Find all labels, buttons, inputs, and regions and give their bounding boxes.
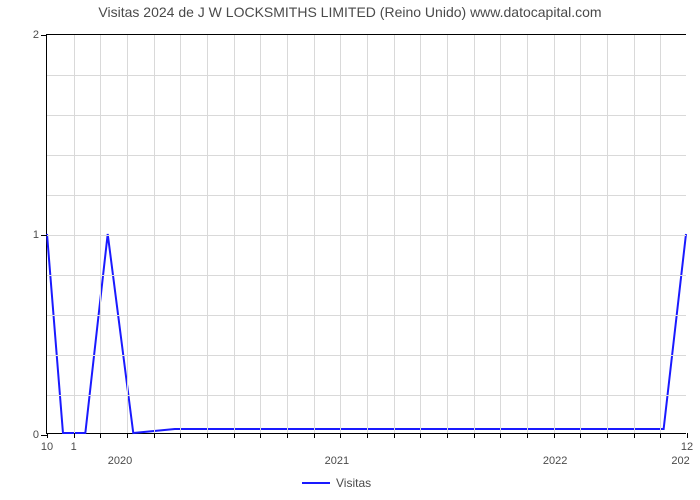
grid-v (634, 35, 635, 433)
grid-v (527, 35, 528, 433)
xtick-mark (447, 433, 448, 438)
xtick-label: 10 (41, 433, 53, 453)
grid-v (394, 35, 395, 433)
xtick-mark (234, 433, 235, 438)
xtick-mark (580, 433, 581, 438)
xtick-mark (100, 433, 101, 438)
xtick-mark (420, 433, 421, 438)
grid-v (474, 35, 475, 433)
grid-v (207, 35, 208, 433)
grid-v (660, 35, 661, 433)
xtick-mark (500, 433, 501, 438)
xtick-mark (634, 433, 635, 438)
grid-v (234, 35, 235, 433)
grid-v (127, 35, 128, 433)
grid-v (580, 35, 581, 433)
chart-title: Visitas 2024 de J W LOCKSMITHS LIMITED (… (0, 4, 700, 20)
xtick-mark (314, 433, 315, 438)
x-year-label: 2020 (108, 433, 132, 467)
ytick-label: 2 (33, 29, 47, 41)
legend-label: Visitas (336, 476, 371, 490)
ytick-label: 1 (33, 229, 47, 241)
grid-v (420, 35, 421, 433)
legend-swatch (302, 482, 330, 484)
grid-v (180, 35, 181, 433)
grid-v (447, 35, 448, 433)
xtick-mark (207, 433, 208, 438)
grid-v (607, 35, 608, 433)
xtick-mark (660, 433, 661, 438)
x-year-label: 2021 (325, 433, 349, 467)
grid-v (314, 35, 315, 433)
grid-v (500, 35, 501, 433)
xtick-mark (474, 433, 475, 438)
grid-v (100, 35, 101, 433)
xtick-label: 1 (71, 433, 77, 453)
xtick-mark (527, 433, 528, 438)
xtick-mark (394, 433, 395, 438)
xtick-mark (607, 433, 608, 438)
grid-v (367, 35, 368, 433)
grid-v (154, 35, 155, 433)
grid-v (287, 35, 288, 433)
xtick-mark (154, 433, 155, 438)
x-year-label: 2022 (543, 433, 567, 467)
grid-v (74, 35, 75, 433)
plot-area: 01210112202020212022202 (46, 34, 686, 434)
xtick-mark (180, 433, 181, 438)
legend: Visitas (302, 476, 371, 490)
x-year-label: 202 (671, 433, 689, 467)
grid-v (260, 35, 261, 433)
grid-v (340, 35, 341, 433)
xtick-mark (287, 433, 288, 438)
grid-v (554, 35, 555, 433)
xtick-mark (260, 433, 261, 438)
xtick-mark (367, 433, 368, 438)
